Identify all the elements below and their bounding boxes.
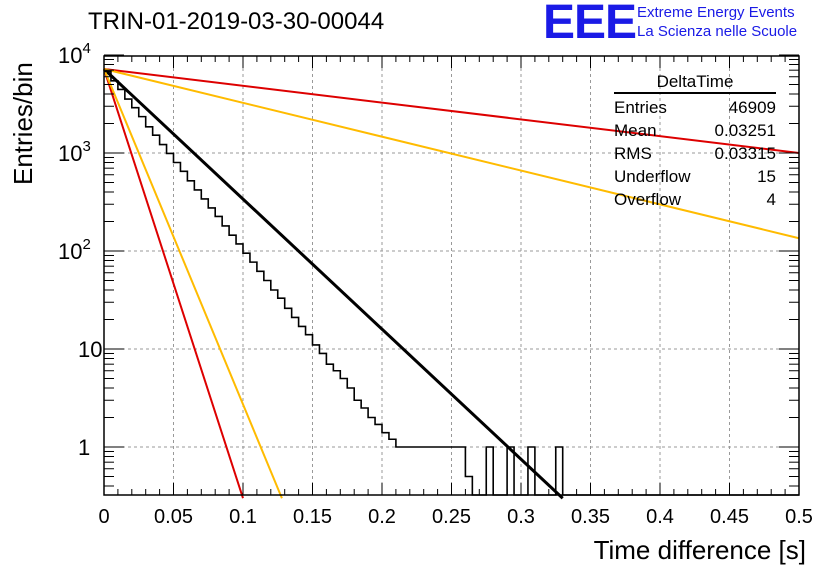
fit-curve [103,68,244,499]
curves-layer [102,67,800,500]
y-tick-base: 10 [58,43,82,68]
eee-logo: EEE [543,0,637,49]
y-tick-base: 10 [58,141,82,166]
fit-curve [103,67,800,154]
y-tick-label: 102 [58,236,91,264]
x-tick-label: 0.4 [646,506,674,528]
y-tick-label: 104 [58,40,91,68]
stats-label: RMS [614,144,652,163]
y-tick-label: 103 [58,138,91,166]
x-tick-label: 0.15 [293,506,332,528]
axis-ticks [103,54,800,495]
stats-value: 0.03315 [714,144,776,163]
y-tick-exponent: 3 [82,138,90,155]
stats-row: Mean 0.03251 [614,119,776,142]
stats-box: DeltaTime Entries 46909 Mean 0.03251 RMS 0.… [614,72,776,211]
x-tick-label: 0.35 [571,506,610,528]
x-tick-label: 0 [98,506,109,528]
y-tick-base: 10 [78,337,102,362]
y-tick-base: 10 [58,239,82,264]
stats-value: 46909 [728,98,776,117]
x-axis-label: Time difference [s] [593,535,806,565]
stats-value: 15 [757,167,776,186]
stats-label: Overflow [614,190,682,209]
y-tick-label: 10 [78,337,102,362]
fit-curve [103,68,283,499]
y-tick-label: 1 [78,435,90,460]
x-tick-label: 0.5 [785,506,813,528]
stats-title: DeltaTime [614,72,776,94]
stats-label: Entries [614,98,667,117]
x-tick-label: 0.05 [154,506,193,528]
x-tick-label: 0.45 [710,506,749,528]
y-tick-exponent: 2 [82,236,90,253]
x-tick-label: 0.3 [507,506,535,528]
y-axis-label: Entries/bin [8,62,38,185]
tick-labels: 0 0.05 0.1 0.15 0.2 0.25 0.3 0.35 0.4 0.45 0.51041… [58,40,813,528]
x-tick-label: 0.2 [368,506,396,528]
stats-row: Overflow 4 [614,188,776,211]
fit-curve [103,68,800,240]
stats-value: 4 [766,190,776,209]
stats-value: 0.03251 [714,121,776,140]
stats-row: Entries 46909 [614,96,776,119]
x-tick-label: 0.1 [229,506,257,528]
stats-row: RMS 0.03315 [614,142,776,165]
y-tick-exponent: 4 [82,40,90,57]
page-title: TRIN-01-2019-03-30-00044 [88,8,385,35]
fit-curve [102,67,564,500]
org-name-line1: Extreme Energy Events [637,4,795,21]
org-name-line2: La Scienza nelle Scuole [637,23,798,40]
x-tick-label: 0.25 [432,506,471,528]
stats-label: Underflow [614,167,691,186]
y-tick-base: 1 [78,435,90,460]
stats-label: Mean [614,121,657,140]
stats-row: Underflow 15 [614,165,776,188]
